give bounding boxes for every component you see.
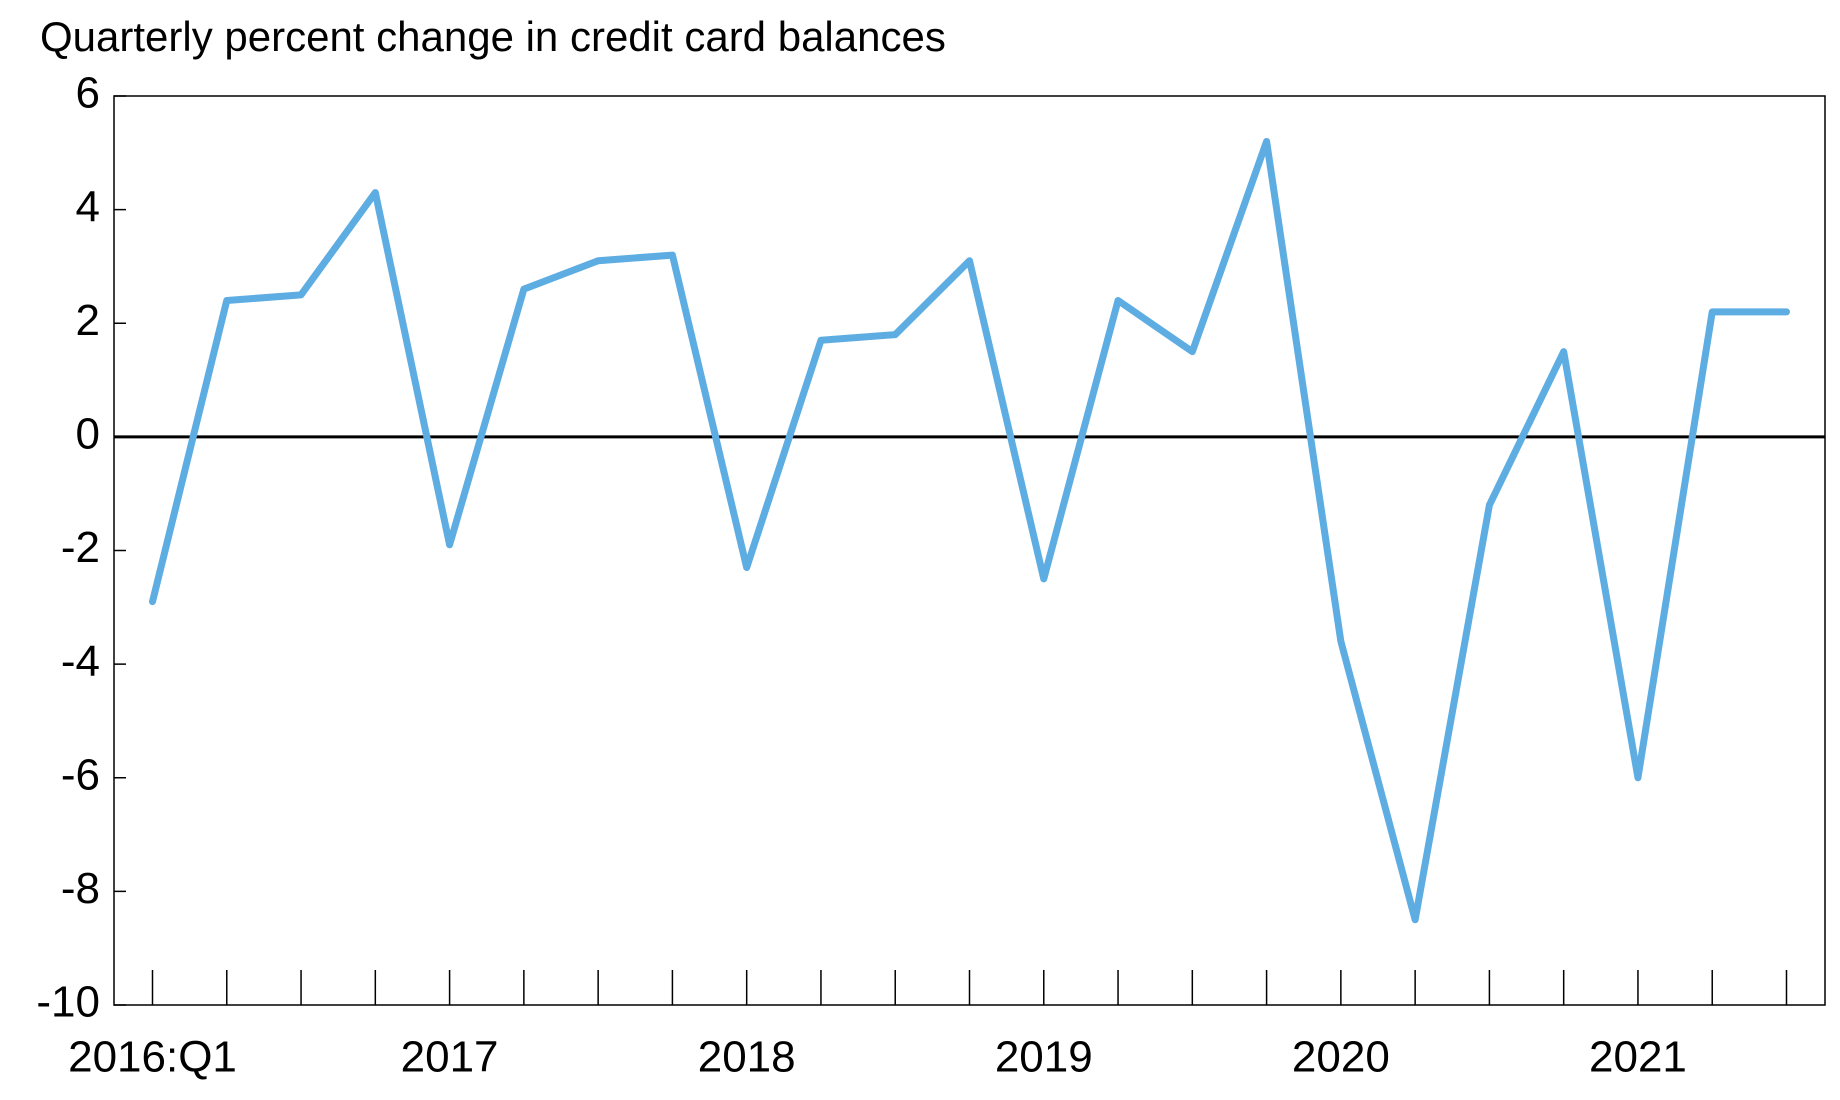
y-tick-label: 6 [76,69,100,118]
data-line [149,137,1790,924]
chart-title: Quarterly percent change in credit card … [40,13,946,60]
y-tick-label: -4 [61,637,100,686]
x-tick-label: 2020 [1292,1033,1390,1082]
plot-frame [113,95,1826,1006]
x-tick-label: 2019 [995,1033,1093,1082]
x-tick-label: 2021 [1589,1033,1687,1082]
y-tick-label: 4 [76,182,100,231]
y-tick-label: -8 [61,864,100,913]
x-tick-label: 2018 [698,1033,796,1082]
x-tick-label: 2016:Q1 [68,1033,237,1082]
y-tick-label: 2 [76,296,100,345]
y-tick-label: -2 [61,523,100,572]
x-tick-label: 2017 [401,1033,499,1082]
y-tick-label: -10 [36,978,100,1027]
y-tick-label: 0 [76,410,100,459]
y-tick-label: -6 [61,750,100,799]
